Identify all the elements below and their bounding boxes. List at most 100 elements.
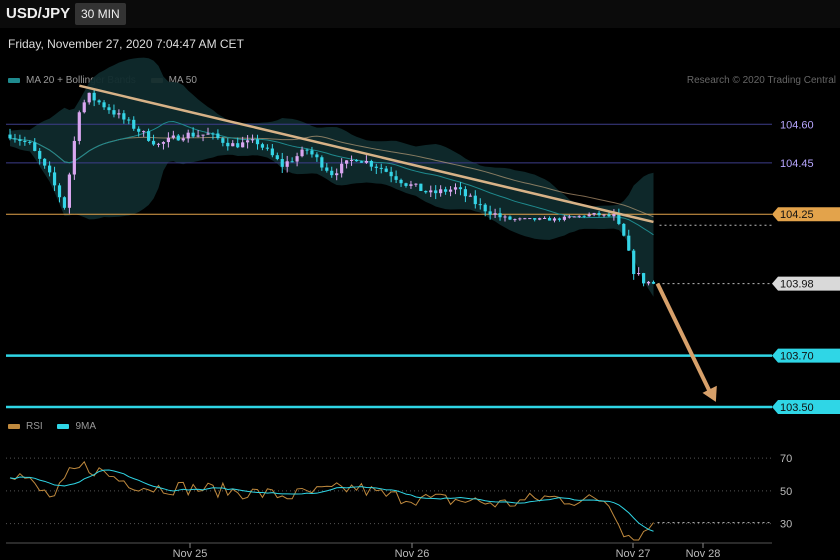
candle-body <box>622 223 626 236</box>
candle-body <box>538 218 542 220</box>
candle-body <box>147 131 151 141</box>
candle-body <box>359 161 364 163</box>
candle-body <box>221 138 225 143</box>
candle-body <box>543 217 547 219</box>
price-tag-label-103.50: 103.50 <box>780 402 814 414</box>
candle-body <box>424 190 428 193</box>
candle-body <box>335 173 339 176</box>
x-tick-label-nov-27: Nov 27 <box>616 548 651 560</box>
legend-item-ma20: MA 20 + Bollinger Bands <box>8 75 136 86</box>
price-tag-103.70 <box>772 348 840 363</box>
candle-body <box>241 142 245 148</box>
candle-body <box>473 195 477 205</box>
candle-body <box>463 189 467 197</box>
chart-datetime: Friday, November 27, 2020 7:04:47 AM CET <box>8 37 244 51</box>
top-bar: USD/JPY 30 MIN <box>0 0 840 28</box>
candle-body <box>651 281 656 284</box>
trendline <box>79 84 654 224</box>
candle-body <box>265 147 269 149</box>
candle-body <box>181 138 185 141</box>
timeframe-button[interactable]: 30 MIN <box>75 3 126 25</box>
candle-body <box>260 144 265 148</box>
candle-body <box>196 135 200 137</box>
candle-body <box>38 150 42 159</box>
candle-body <box>43 158 47 166</box>
candle-body <box>325 167 329 171</box>
rsi-9ma-line <box>9 469 654 532</box>
candle-body <box>547 217 552 221</box>
rsi-panel: 70 50 30 <box>6 453 792 541</box>
legend-label-ma20: MA 20 + Bollinger Bands <box>26 75 136 86</box>
candle-body <box>250 139 255 141</box>
candle-body <box>97 100 101 103</box>
candle-body <box>404 183 408 186</box>
candle-body <box>429 190 433 193</box>
candle-body <box>617 213 621 224</box>
candle-body <box>33 142 37 151</box>
candle-body <box>582 215 586 217</box>
candle-body <box>345 160 349 164</box>
trendline-group <box>79 84 654 224</box>
candle-body <box>92 92 96 101</box>
candle-body <box>23 141 27 143</box>
candle-body <box>231 143 235 147</box>
candle-body <box>255 139 260 145</box>
candle-body <box>572 216 576 218</box>
candle-body <box>528 218 532 220</box>
price-tag-label-104.45: 104.45 <box>780 158 814 170</box>
candle-body <box>444 189 448 192</box>
candle-body <box>305 149 309 151</box>
price-tag-label-103.70: 103.70 <box>780 351 814 363</box>
candle-body <box>508 216 512 220</box>
candle-body <box>448 189 453 192</box>
legend-label-rsi: RSI <box>26 421 43 432</box>
candle-body <box>419 183 423 191</box>
candle-body <box>523 218 527 220</box>
candle-body <box>142 131 146 133</box>
price-tag-label-103.98: 103.98 <box>780 279 814 291</box>
candle-body <box>176 135 180 141</box>
candle-body <box>483 204 487 212</box>
candle-body <box>374 166 378 168</box>
candle-body <box>612 213 616 217</box>
candle-body <box>151 140 156 145</box>
candle-body <box>354 159 359 162</box>
candle-body <box>562 216 566 220</box>
candle-body <box>295 156 299 162</box>
candle-body <box>384 168 388 172</box>
candle-body <box>369 160 373 167</box>
candles <box>8 88 656 287</box>
candle-body <box>607 214 611 217</box>
candle-body <box>127 119 131 121</box>
legend-swatch-rsi <box>8 423 20 429</box>
candle-body <box>13 138 17 140</box>
candle-body <box>112 110 116 115</box>
candle-body <box>137 128 141 132</box>
candle-body <box>48 165 52 173</box>
legend-item-rsi: RSI <box>8 421 43 432</box>
candle-body <box>201 134 205 136</box>
candle-body <box>191 132 195 137</box>
candle-body <box>414 183 418 185</box>
credit-text: Research © 2020 Trading Central <box>686 75 836 86</box>
candle-body <box>389 171 393 177</box>
candle-body <box>577 215 581 217</box>
candle-body <box>493 213 497 215</box>
candle-body <box>67 174 71 208</box>
candle-body <box>107 107 111 111</box>
candle-body <box>646 281 651 284</box>
candle-body <box>320 157 324 168</box>
candle-body <box>434 190 438 194</box>
candle-body <box>216 133 220 139</box>
rsi-level-label-50: 50 <box>780 486 792 498</box>
candle-body <box>632 250 636 275</box>
price-tags: 104.60 104.45 104.25 103.98 103.70 103.50 <box>772 119 840 415</box>
candle-body <box>364 160 368 163</box>
candle-body <box>498 213 502 218</box>
candle-body <box>132 119 136 129</box>
candle-body <box>117 113 121 115</box>
rsi-line <box>9 460 654 541</box>
x-axis: Nov 25 Nov 26 Nov 27 Nov 28 <box>6 542 772 560</box>
projection-group <box>655 282 717 402</box>
